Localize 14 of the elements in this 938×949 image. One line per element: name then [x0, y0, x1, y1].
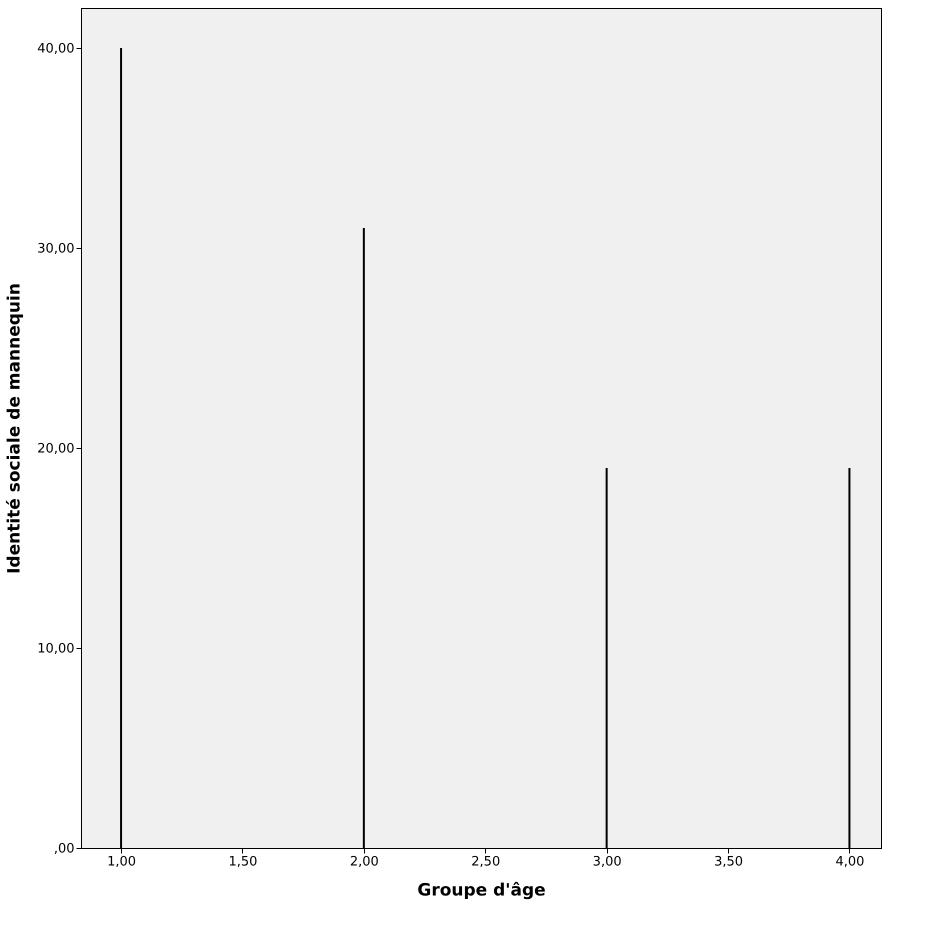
y-tick-label: ,00	[54, 842, 74, 856]
y-axis-title: Identité sociale de mannequin	[4, 283, 24, 574]
y-tick-label: 20,00	[37, 442, 74, 456]
x-tick-label: 4,00	[835, 854, 864, 870]
x-axis-title: Groupe d'âge	[417, 880, 546, 900]
x-tick-label: 1,50	[228, 854, 258, 870]
x-tick-label: 2,50	[471, 854, 500, 870]
y-tick-label: 40,00	[37, 42, 74, 56]
y-tick-label: 10,00	[37, 642, 74, 656]
y-tick-label: 30,00	[37, 242, 74, 256]
x-tick-label: 2,00	[350, 854, 379, 870]
x-tick-label: 3,50	[714, 854, 744, 870]
x-tick-label: 3,00	[592, 854, 622, 870]
x-tick-label: 1,00	[107, 854, 136, 870]
